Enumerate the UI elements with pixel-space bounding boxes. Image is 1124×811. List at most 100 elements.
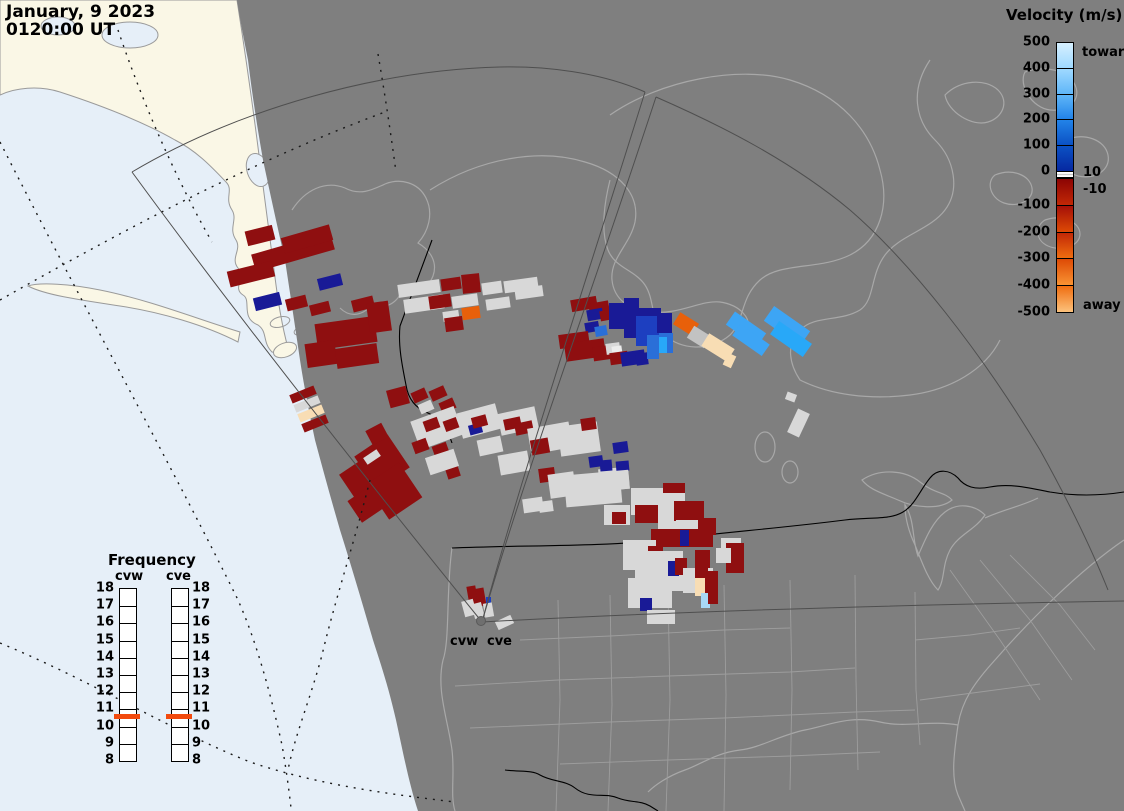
velocity-cell [695,550,710,570]
timestamp-block: January, 9 2023 0120:00 UT [6,2,156,40]
velocity-tick-label: away [1083,298,1121,313]
velocity-cell [588,455,604,468]
colorbar-segment [1056,93,1074,121]
velocity-cell [514,285,544,300]
colorbar-segment [1056,119,1074,147]
frequency-tick-label: 9 [104,735,114,751]
velocity-tick-label: toward [1082,45,1124,60]
ladder-tick-line [172,623,188,624]
velocity-cell [252,291,283,312]
frequency-tick-label: 13 [95,666,114,682]
frequency-marker [166,714,192,720]
velocity-cell [410,387,429,404]
date-label: January, 9 2023 [6,2,156,22]
velocity-cell [244,224,276,247]
velocity-cell [494,614,515,631]
velocity-cell [770,320,812,358]
velocity-cell [708,571,718,604]
frequency-ladder-cvw [119,588,137,762]
velocity-cell [612,512,626,524]
velocity-tick-label: -300 [1017,250,1050,266]
frequency-tick-label: 16 [95,614,114,630]
frequency-tick-label: 17 [95,597,114,613]
velocity-cell [366,300,392,334]
ladder-tick-line [120,744,136,745]
velocity-cell [668,561,679,576]
velocity-tick-label: 400 [1022,60,1050,76]
ladder-tick-line [120,692,136,693]
velocity-cell [557,421,601,457]
velocity-cell [640,598,652,611]
fov-divider-1 [481,91,646,623]
frequency-tick-label: 12 [192,683,211,699]
velocity-cell [635,505,658,523]
radar-label-cvw: cvw [450,634,479,649]
ladder-tick-line [120,709,136,710]
velocity-cell [411,437,430,455]
frequency-tick-label: 14 [192,649,211,665]
frequency-tick-label: 8 [104,752,114,768]
velocity-cell [475,587,487,607]
ground-scatter-band [1056,171,1074,178]
night-shading [237,0,1124,811]
velocity-tick-label: 10 [1083,165,1102,180]
frequency-tick-label: 12 [95,683,114,699]
velocity-cell [598,469,630,492]
velocity-cell [417,399,435,415]
colorbar-segment [1056,178,1074,206]
velocity-cell [538,500,554,513]
velocity-cell [386,385,410,409]
velocity-tick-label: -500 [1017,304,1050,320]
colorbar-segment [1056,258,1074,287]
colorbar-segment [1056,285,1074,313]
ladder-tick-line [120,641,136,642]
frequency-tick-label: 15 [192,632,211,648]
velocity-cell [787,408,810,438]
velocity-cell [284,294,309,312]
velocity-cell [226,260,276,288]
state-boundaries [454,554,1096,811]
colorbar-segment [1056,204,1074,233]
frequency-col-cve: cve [166,569,191,584]
ladder-tick-line [172,744,188,745]
velocity-cell [397,279,441,298]
colorbar-segment [1056,67,1074,95]
ladder-tick-line [172,709,188,710]
velocity-cell [470,414,489,429]
velocity-cell [297,404,325,423]
island-small [272,341,298,359]
velocity-tick-label: -200 [1017,224,1050,240]
frequency-tick-label: 14 [95,649,114,665]
frequency-tick-label: 17 [192,597,211,613]
velocity-cell [580,417,597,431]
velocity-cell [304,340,338,368]
velocity-tick-label: 300 [1022,86,1050,102]
frequency-tick-label: 13 [192,666,211,682]
velocity-tick-label: 100 [1022,137,1050,153]
frequency-tick-label: 10 [95,718,114,734]
frequency-tick-label: 9 [192,735,202,751]
frequency-tick-label: 16 [192,614,211,630]
velocity-cell [289,385,317,404]
velocity-cell [647,335,659,359]
velocity-cell [438,397,457,414]
velocity-legend-title: Velocity (m/s) [1006,6,1123,24]
ladder-tick-line [120,675,136,676]
velocity-cell [280,224,334,254]
velocity-cell [461,273,481,294]
frequency-tick-label: 8 [192,752,202,768]
velocity-cell [422,416,441,433]
velocity-cell [698,518,716,535]
fov-cvw-arc [131,66,646,173]
ladder-tick-line [172,658,188,659]
velocity-cell [482,602,495,618]
ladder-tick-line [172,675,188,676]
velocity-tick-label: 0 [1040,163,1050,179]
time-label: 0120:00 UT [6,19,116,40]
ladder-tick-line [172,692,188,693]
geomagnetic-grid [0,29,456,809]
velocity-cell [485,296,511,311]
frequency-tick-label: 10 [192,718,211,734]
velocity-cell [680,530,689,546]
